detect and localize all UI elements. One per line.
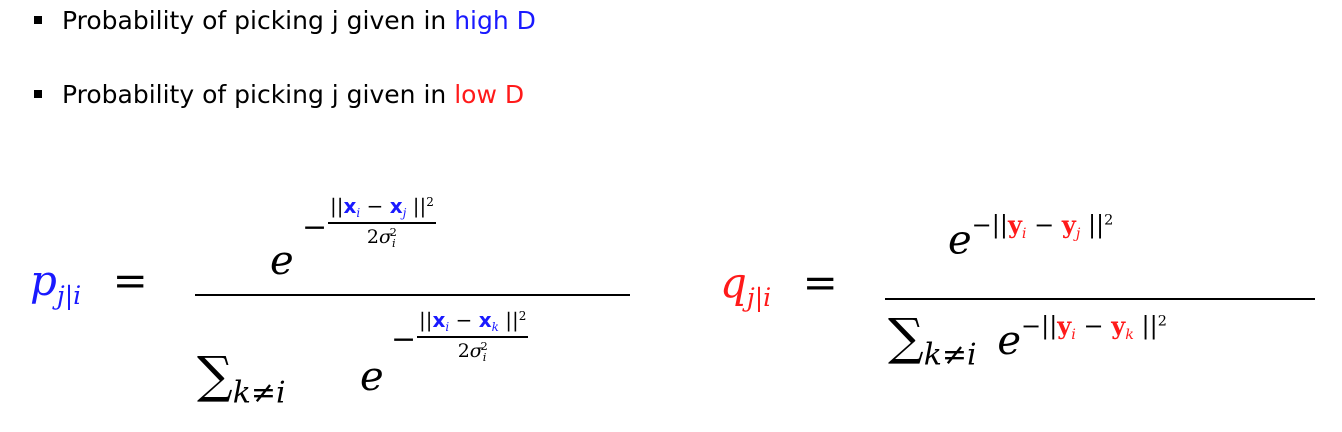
exp-minus: − [391,322,417,357]
lhs-symbol: p [30,256,57,305]
sum-subscript: k≠i [923,337,977,373]
lhs-subscript: j|i [56,280,82,310]
bullet-highlight-low-d: low D [454,80,525,109]
bullet-square-icon [34,16,42,24]
equation-q-low-d: qj|i = e−||yi − yj ||2 ∑k≠i e−||yi − yk … [720,210,1320,400]
fraction-bar [885,298,1315,300]
fraction-denominator: ∑k≠i e − ||xi − xk ||2 2σi2 [195,308,635,418]
bullet-square-icon [34,90,42,98]
bullet-text: Probability of picking j given in [62,80,455,109]
fraction-numerator: e−||yi − yj ||2 [948,210,1114,264]
bullet-high-d: Probability of picking j given in high D [34,4,536,38]
exponent-fraction: ||xi − xk ||2 2σi2 [417,308,529,364]
bullet-highlight-high-d: high D [454,6,536,35]
equals-sign: = [802,258,838,307]
lhs-subscript: j|i [746,282,772,312]
sum-subscript: k≠i [232,375,286,411]
exp-base: e [270,238,294,284]
equation-lhs: pj|i = [30,256,148,310]
lhs-symbol: q [720,258,747,307]
exponent-fraction: ||xi − xj ||2 2σi2 [328,194,436,250]
fraction-bar [195,294,630,296]
fraction-numerator: e − ||xi − xj ||2 2σi2 [270,192,590,292]
sum-symbol: ∑ [888,308,924,366]
fraction-denominator: ∑k≠i e−||yi − yk ||2 [888,308,1167,373]
sum-symbol: ∑ [197,346,233,404]
bullet-text: Probability of picking j given in [62,6,455,35]
exp-base: e [360,354,384,400]
bullet-low-d: Probability of picking j given in low D [34,78,524,112]
exp-minus: − [302,210,328,245]
equation-lhs: qj|i = [720,258,838,312]
equation-p-high-d: pj|i = e − ||xi − xj ||2 2σi2 ∑k≠i e − |… [30,178,630,418]
equals-sign: = [112,256,148,305]
